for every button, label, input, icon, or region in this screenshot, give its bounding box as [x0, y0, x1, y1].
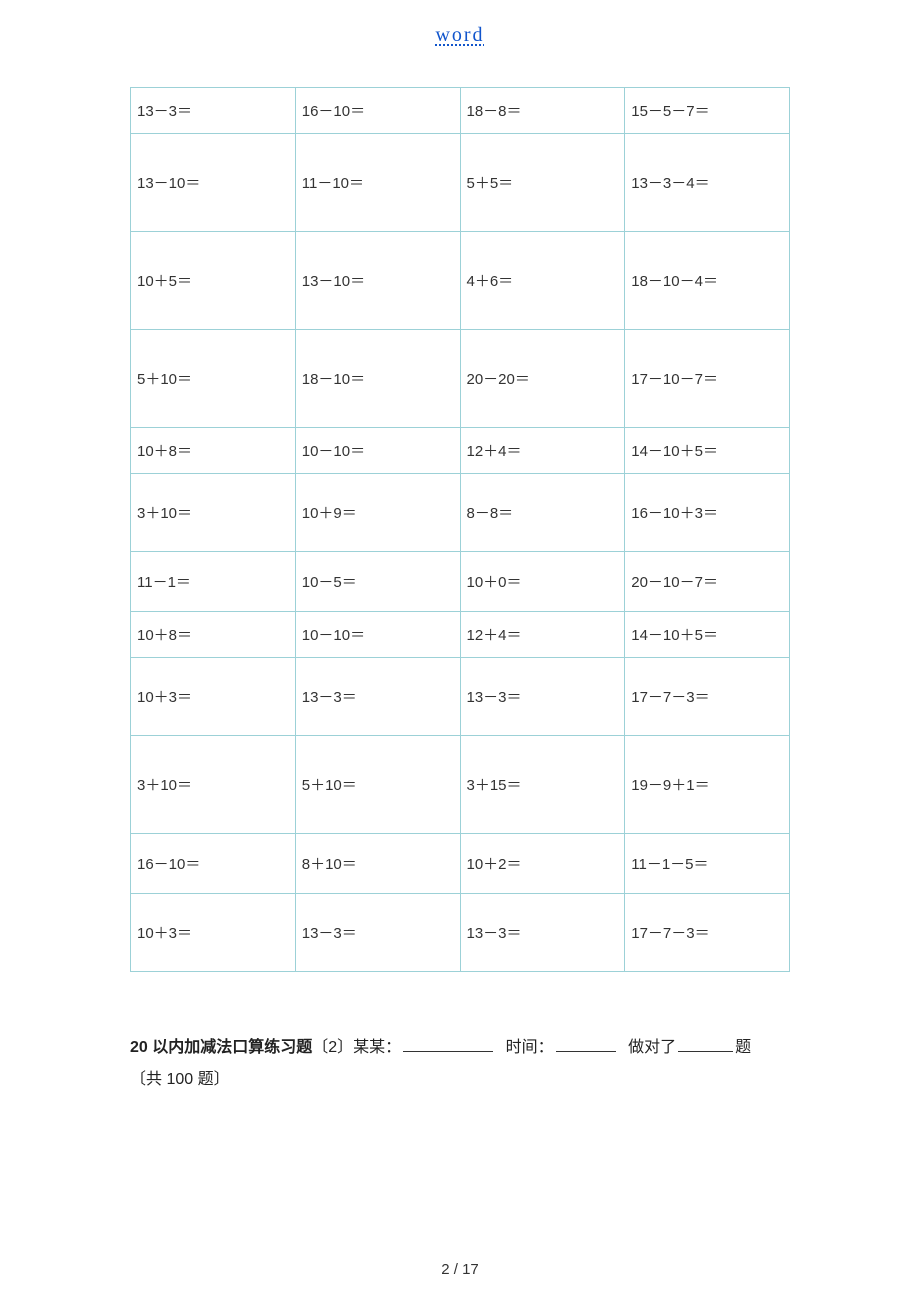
table-cell: 16－10＝: [131, 834, 296, 894]
table-cell: 5＋10＝: [295, 736, 460, 834]
page-total: 17: [462, 1261, 479, 1278]
instruction-segment-b: 时间：: [506, 1039, 554, 1056]
instruction-line-1: 20 以内加减法口算练习题〔2〕某某： 时间： 做对了 题: [130, 1032, 920, 1064]
table-row: 10＋3＝13－3＝13－3＝17－7－3＝: [131, 894, 790, 972]
table-row: 10＋5＝13－10＝4＋6＝18－10－4＝: [131, 232, 790, 330]
table-cell: 8＋10＝: [295, 834, 460, 894]
blank-name: [403, 1036, 493, 1052]
table-cell: 8－8＝: [460, 474, 625, 552]
table-row: 10＋3＝13－3＝13－3＝17－7－3＝: [131, 658, 790, 736]
table-cell: 3＋10＝: [131, 474, 296, 552]
page-number: 2 / 17: [0, 1261, 920, 1278]
table-cell: 16－10＝: [295, 88, 460, 134]
table-cell: 19－9＋1＝: [625, 736, 790, 834]
table-cell: 13－3＝: [295, 894, 460, 972]
table-row: 5＋10＝18－10＝20－20＝17－10－7＝: [131, 330, 790, 428]
table-cell: 11－10＝: [295, 134, 460, 232]
table-cell: 17－7－3＝: [625, 894, 790, 972]
table-row: 13－10＝11－10＝5＋5＝13－3－4＝: [131, 134, 790, 232]
header-link-container: word: [0, 24, 920, 47]
instruction-text: 20 以内加减法口算练习题〔2〕某某： 时间： 做对了 题 〔共 100 题〕: [130, 1032, 920, 1096]
table-cell: 18－8＝: [460, 88, 625, 134]
table-cell: 18－10－4＝: [625, 232, 790, 330]
table-cell: 10＋9＝: [295, 474, 460, 552]
table-cell: 12＋4＝: [460, 612, 625, 658]
table-row: 16－10＝8＋10＝10＋2＝11－1－5＝: [131, 834, 790, 894]
table-cell: 20－10－7＝: [625, 552, 790, 612]
math-problems-table: 13－3＝16－10＝18－8＝15－5－7＝13－10＝11－10＝5＋5＝1…: [130, 87, 790, 972]
table-cell: 20－20＝: [460, 330, 625, 428]
table-cell: 13－10＝: [131, 134, 296, 232]
table-cell: 10＋8＝: [131, 612, 296, 658]
table-cell: 17－7－3＝: [625, 658, 790, 736]
table-cell: 3＋10＝: [131, 736, 296, 834]
table-row: 10＋8＝10－10＝12＋4＝14－10＋5＝: [131, 612, 790, 658]
table-cell: 17－10－7＝: [625, 330, 790, 428]
table-cell: 14－10＋5＝: [625, 612, 790, 658]
instruction-title-bold: 20 以内加减法口算练习题: [130, 1039, 312, 1056]
page-current: 2: [441, 1261, 449, 1278]
instruction-segment-a: 〔2〕某某：: [312, 1039, 401, 1056]
table-cell: 18－10＝: [295, 330, 460, 428]
table-cell: 13－3＝: [460, 894, 625, 972]
spacer: [495, 1039, 505, 1056]
table-row: 3＋10＝10＋9＝8－8＝16－10＋3＝: [131, 474, 790, 552]
table-cell: 3＋15＝: [460, 736, 625, 834]
blank-time: [556, 1036, 616, 1052]
table-cell: 10－10＝: [295, 428, 460, 474]
table-cell: 10＋2＝: [460, 834, 625, 894]
table-row: 11－1＝10－5＝10＋0＝20－10－7＝: [131, 552, 790, 612]
table-cell: 5＋10＝: [131, 330, 296, 428]
table-cell: 4＋6＝: [460, 232, 625, 330]
spacer: [618, 1039, 628, 1056]
table-cell: 13－3＝: [460, 658, 625, 736]
page-separator: /: [454, 1261, 458, 1278]
table-cell: 14－10＋5＝: [625, 428, 790, 474]
table-cell: 10＋0＝: [460, 552, 625, 612]
table-cell: 13－3＝: [131, 88, 296, 134]
table-cell: 13－3－4＝: [625, 134, 790, 232]
table-cell: 10＋3＝: [131, 658, 296, 736]
table-cell: 10＋8＝: [131, 428, 296, 474]
table-row: 3＋10＝5＋10＝3＋15＝19－9＋1＝: [131, 736, 790, 834]
table-cell: 11－1－5＝: [625, 834, 790, 894]
table-cell: 10－10＝: [295, 612, 460, 658]
table-cell: 10＋3＝: [131, 894, 296, 972]
table-cell: 10＋5＝: [131, 232, 296, 330]
table-cell: 12＋4＝: [460, 428, 625, 474]
instruction-line-2: 〔共 100 题〕: [130, 1064, 920, 1096]
table-cell: 13－3＝: [295, 658, 460, 736]
page-container: word 13－3＝16－10＝18－8＝15－5－7＝13－10＝11－10＝…: [0, 0, 920, 1302]
table-cell: 10－5＝: [295, 552, 460, 612]
table-cell: 16－10＋3＝: [625, 474, 790, 552]
instruction-segment-c: 做对了: [628, 1039, 676, 1056]
table-row: 13－3＝16－10＝18－8＝15－5－7＝: [131, 88, 790, 134]
instruction-segment-d: 题: [735, 1039, 751, 1056]
table-cell: 15－5－7＝: [625, 88, 790, 134]
table-cell: 11－1＝: [131, 552, 296, 612]
table-cell: 5＋5＝: [460, 134, 625, 232]
blank-correct: [678, 1036, 733, 1052]
header-word-link[interactable]: word: [435, 24, 484, 46]
table-row: 10＋8＝10－10＝12＋4＝14－10＋5＝: [131, 428, 790, 474]
table-cell: 13－10＝: [295, 232, 460, 330]
